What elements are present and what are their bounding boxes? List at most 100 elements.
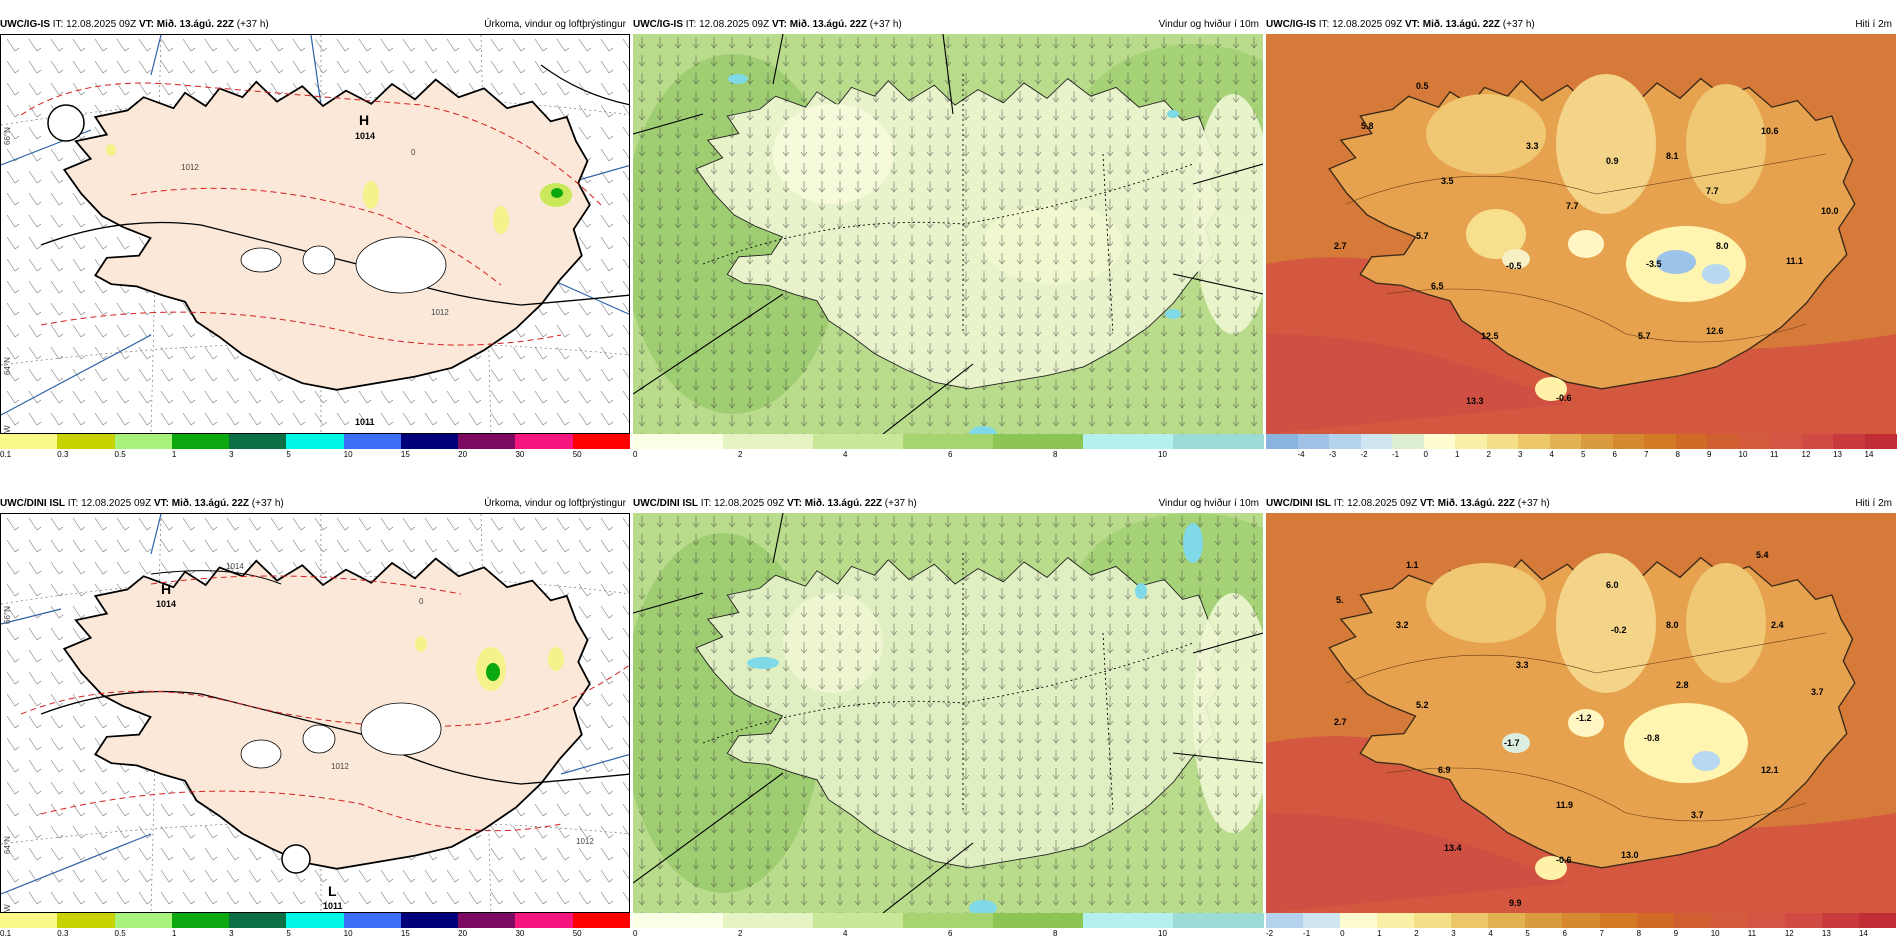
- colorbar-tick-label: 0: [633, 929, 638, 938]
- colorbar-swatch: [1486, 434, 1519, 449]
- colorbar-swatch: [1738, 434, 1771, 449]
- vt-value: Mið. 13.ágú. 22Z: [804, 498, 882, 509]
- colorbar-tick-label: -3: [1329, 450, 1337, 459]
- grid-label: 18°W: [3, 425, 12, 434]
- colorbar-swatch: [400, 913, 459, 928]
- temp-value: 1.1: [1406, 560, 1419, 570]
- high-symbol: H: [359, 112, 369, 128]
- colorbar-swatch: [1747, 913, 1786, 928]
- vt-value: Mið. 13.ágú. 22Z: [171, 498, 249, 509]
- wind-panel-bottom: UWC/DINI ISL IT: 12.08.2025 09Z VT: Mið.…: [633, 496, 1264, 941]
- colorbar-tick-label: 15: [400, 450, 410, 459]
- colorbar-tick-label: 13: [1833, 450, 1842, 459]
- vt-label: VT:: [786, 498, 802, 509]
- colorbar-swatch: [343, 913, 402, 928]
- temp-value: 3.5: [1441, 176, 1454, 186]
- colorbar-swatch: [1266, 434, 1298, 449]
- colorbar-tick-label: 10: [1738, 450, 1748, 459]
- colorbar-swatch: [1423, 434, 1456, 449]
- variable-title: Vindur og hviður í 10m: [1158, 19, 1259, 30]
- colorbar-swatch: [458, 913, 516, 928]
- colorbar-tick-label: 3: [229, 450, 234, 459]
- temp-panel-top: UWC/IG-IS IT: 12.08.2025 09Z VT: Mið. 13…: [1266, 17, 1897, 462]
- temp-value: 6.9: [1438, 765, 1451, 775]
- colorbar-tick-label: 10: [1158, 450, 1167, 459]
- colorbar-swatch: [1599, 913, 1638, 928]
- colorbar-swatch: [286, 913, 345, 928]
- colorbar-tick-label: -1: [1392, 450, 1400, 459]
- temp-value: -3.5: [1646, 259, 1662, 269]
- colorbar-tick-label: 3: [229, 929, 234, 938]
- colorbar-swatch: [57, 434, 116, 449]
- model-name: UWC/IG-IS: [633, 19, 683, 30]
- wind-colorbar: 0 2 4 6 8 10: [633, 913, 1264, 941]
- colorbar-swatch: [723, 913, 814, 928]
- isobar-label: 1014: [226, 562, 244, 571]
- temp-value: 3.3: [1526, 141, 1539, 151]
- it-label: IT:: [1333, 498, 1345, 509]
- colorbar-tick-label: 6: [948, 929, 953, 938]
- temp-value: 2.4: [1771, 620, 1784, 630]
- precip-panel-top: UWC/IG-IS IT: 12.08.2025 09Z VT: Mið. 13…: [0, 17, 631, 462]
- lead-time: (+37 h): [1517, 498, 1550, 509]
- temp-value: 0.9: [1606, 156, 1619, 166]
- temp-map: 0.5 5.8 3.5 3.3 0.9 8.1 10.6 7.7 7.7 10.…: [1266, 34, 1896, 434]
- temp-value: 0.5: [1416, 81, 1429, 91]
- colorbar-swatch: [1392, 434, 1424, 449]
- model-name: UWC/DINI ISL: [1266, 498, 1331, 509]
- precip-colorbar: 0.1 0.3 0.5 1 3 5 10 15 20 30 50: [0, 913, 631, 941]
- colorbar-tick-label: 0.5: [114, 450, 126, 459]
- colorbar-swatch: [1549, 434, 1582, 449]
- colorbar-tick-label: 1: [1377, 929, 1382, 938]
- colorbar-swatch: [723, 434, 814, 449]
- colorbar-tick-label: 2: [738, 450, 743, 459]
- colorbar-swatch: [1636, 913, 1675, 928]
- colorbar-swatch: [1525, 913, 1563, 928]
- temp-value: 11.1: [1786, 256, 1803, 266]
- colorbar-tick-label: 9: [1707, 450, 1712, 459]
- low-value: 1011: [323, 901, 343, 911]
- colorbar-tick-label: 6: [948, 450, 953, 459]
- colorbar-tick-label: -2: [1266, 929, 1274, 938]
- it-label: IT:: [700, 498, 712, 509]
- colorbar-tick-label: 11: [1770, 450, 1779, 459]
- grid-label: 64°N: [3, 836, 12, 854]
- wind-colorbar: 0 2 4 6 8 10: [633, 434, 1264, 462]
- it-value: 12.08.2025 09Z: [66, 19, 137, 30]
- colorbar-swatch: [1377, 913, 1415, 928]
- colorbar-swatch: [813, 913, 904, 928]
- temp-value: 5.7: [1638, 331, 1651, 341]
- temp-value: 2.7: [1334, 241, 1347, 251]
- colorbar-swatch: [1518, 434, 1550, 449]
- it-value: 12.08.2025 09Z: [1347, 498, 1418, 509]
- vt-label: VT:: [1419, 498, 1435, 509]
- colorbar-tick-label: 6: [1612, 450, 1617, 459]
- colorbar-swatch: [1340, 913, 1378, 928]
- temp-value: 5.4: [1756, 550, 1769, 560]
- temp-value: -0.6: [1556, 855, 1572, 865]
- colorbar-swatch: [1173, 434, 1264, 449]
- colorbar-swatch: [1083, 913, 1174, 928]
- temp-value: 7.7: [1566, 201, 1579, 211]
- colorbar-swatch: [1297, 434, 1330, 449]
- temp-value: 5.2: [1416, 700, 1429, 710]
- precip-panel-bottom: UWC/DINI ISL IT: 12.08.2025 09Z VT: Mið.…: [0, 496, 631, 941]
- colorbar-tick-label: 0.3: [57, 929, 69, 938]
- it-label: IT:: [67, 498, 79, 509]
- temp-value: 12.5: [1481, 331, 1499, 341]
- colorbar-swatch: [515, 913, 574, 928]
- colorbar-swatch: [1612, 434, 1645, 449]
- temp-value: 13.0: [1621, 850, 1639, 860]
- colorbar-tick-label: -1: [1303, 929, 1311, 938]
- colorbar-tick-label: 10: [343, 929, 353, 938]
- colorbar-tick-label: 12: [1801, 450, 1811, 459]
- colorbar-swatch: [515, 434, 574, 449]
- vt-label: VT:: [771, 19, 787, 30]
- isobar-label: 1012: [431, 308, 449, 317]
- model-name: UWC/DINI ISL: [633, 498, 698, 509]
- colorbar-tick-label: 4: [1488, 929, 1493, 938]
- colorbar-swatch: [633, 434, 724, 449]
- temp-panel-bottom: UWC/DINI ISL IT: 12.08.2025 09Z VT: Mið.…: [1266, 496, 1897, 941]
- temp-value: 5.8: [1361, 121, 1374, 131]
- temp-value: 3.3: [1516, 660, 1529, 670]
